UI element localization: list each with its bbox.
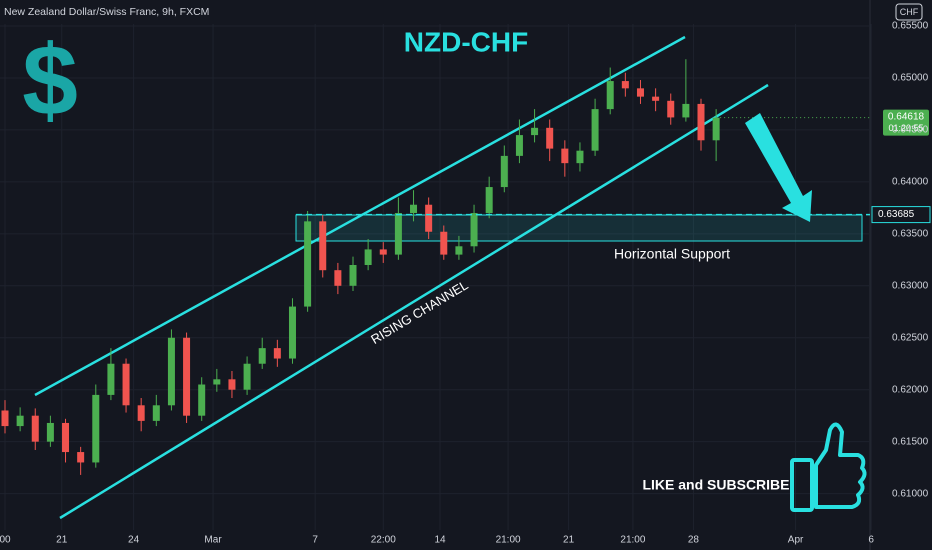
candle-body	[500, 155, 508, 188]
candle-body	[636, 88, 644, 97]
dollar-icon: $	[22, 24, 78, 136]
candle-body	[712, 117, 720, 141]
candle-body	[92, 394, 100, 463]
candle-body	[591, 109, 599, 151]
x-tick-label: 14	[434, 535, 446, 546]
candle-body	[46, 422, 54, 442]
candle-body	[485, 187, 493, 214]
candle-body	[515, 135, 523, 156]
x-tick-label: 6	[868, 535, 874, 546]
candle-body	[77, 452, 85, 463]
candle-body	[379, 249, 387, 255]
candle-body	[349, 265, 357, 286]
y-tick-label: 0.63500	[892, 228, 929, 239]
y-tick-label: 0.64000	[892, 177, 929, 188]
candles	[1, 59, 720, 475]
support-label: Horizontal Support	[614, 246, 730, 262]
x-tick-label: 7	[312, 535, 318, 546]
currency-box	[895, 3, 923, 21]
candle-body	[697, 103, 705, 141]
candle-body	[213, 379, 221, 385]
x-tick-label: 28	[688, 535, 700, 546]
last-price-box	[883, 109, 929, 136]
candle-body	[425, 204, 433, 232]
candle-body	[652, 96, 660, 101]
x-tick-label: 21	[56, 535, 68, 546]
candle-body	[137, 405, 145, 421]
x-tick-label: 21:00	[620, 535, 645, 546]
candle-body	[122, 363, 130, 406]
candle-body	[682, 103, 690, 118]
chart-header: New Zealand Dollar/Swiss Franc, 9h, FXCM	[4, 6, 209, 18]
support-price-label: 0.63685	[878, 209, 915, 220]
y-tick-label: 0.61500	[892, 436, 929, 447]
y-tick-label: 0.61000	[892, 488, 929, 499]
candle-body	[621, 81, 629, 89]
grid	[0, 0, 872, 550]
support-price-box	[871, 206, 931, 224]
cta-text: LIKE and SUBSCRIBE	[642, 477, 789, 493]
candle-body	[364, 249, 372, 265]
x-tick-label: 21	[563, 535, 575, 546]
y-tick-label: 0.63000	[892, 280, 929, 291]
last-price-label: 0.64618	[888, 111, 925, 122]
candle-body	[1, 410, 9, 427]
x-tick-label: Mar	[204, 535, 222, 546]
candle-body	[561, 148, 569, 164]
candle-body	[107, 363, 115, 395]
channel-lower	[59, 83, 769, 520]
candle-body	[16, 415, 24, 427]
candle-body	[576, 150, 584, 164]
candle-body	[167, 337, 175, 406]
candle-body	[546, 127, 554, 149]
y-tick-label: 0.62000	[892, 384, 929, 395]
candle-body	[319, 221, 327, 271]
y-tick-label: 0.65000	[892, 73, 929, 84]
x-tick-label: 22:00	[371, 535, 396, 546]
candle-body	[288, 306, 296, 359]
candle-body	[228, 379, 236, 390]
down-arrow	[745, 113, 812, 222]
candle-body	[455, 246, 463, 255]
x-tick-label: Apr	[788, 535, 804, 546]
support-zone	[295, 214, 863, 242]
candle-body	[440, 231, 448, 255]
candle-body	[334, 270, 342, 286]
candle-body	[31, 415, 39, 442]
x-tick-label: 21:00	[496, 535, 521, 546]
candle-body	[258, 348, 266, 364]
candle-body	[243, 363, 251, 390]
candle-body	[606, 81, 614, 110]
currency: CHF	[900, 7, 919, 17]
y-tick-label: 0.64500	[892, 125, 929, 136]
candle-body	[410, 204, 418, 214]
candle-body	[304, 221, 312, 307]
candle-body	[531, 127, 539, 136]
y-tick-label: 0.65500	[892, 21, 929, 32]
candle-body	[183, 337, 191, 416]
candle-body	[198, 384, 206, 416]
x-tick-label: 00	[0, 535, 11, 546]
countdown-label: 01:20:55	[888, 123, 923, 133]
candle-body	[152, 405, 160, 421]
y-tick-label: 0.62500	[892, 332, 929, 343]
channel-upper	[34, 35, 686, 397]
x-tick-label: 24	[128, 535, 140, 546]
candle-body	[470, 213, 478, 247]
candle-body	[273, 348, 281, 359]
chart-title: NZD-CHF	[404, 26, 528, 57]
candle-body	[667, 100, 675, 118]
candle-body	[62, 422, 70, 453]
candle-body	[394, 213, 402, 255]
thumbs-up-icon	[790, 422, 867, 512]
